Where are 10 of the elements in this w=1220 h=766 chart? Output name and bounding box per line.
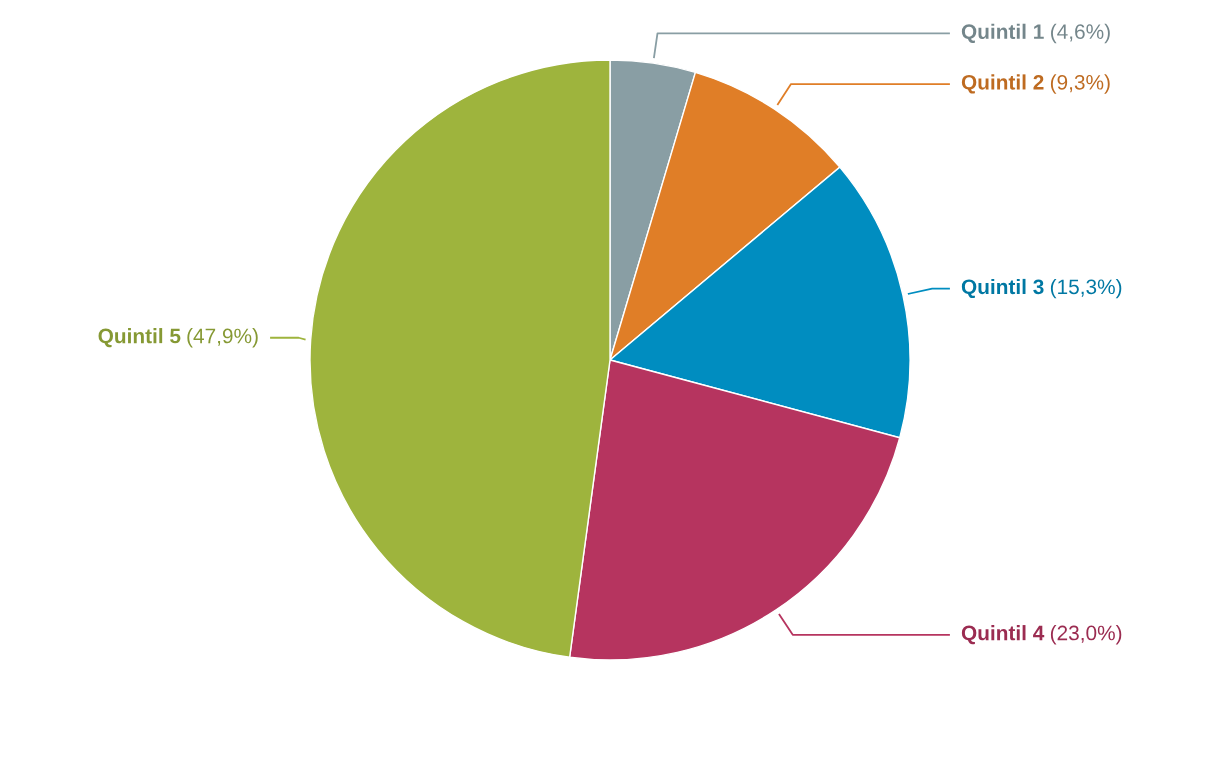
slice-label: Quintil 3 <box>961 278 1044 299</box>
data-label: (47,9%) <box>187 328 258 348</box>
data-label: (15,3%) <box>1050 278 1122 299</box>
data-label: (9,3%) <box>1050 74 1110 94</box>
slice-label: Quintil 4 <box>961 625 1045 645</box>
data-label: (23,0%) <box>1050 625 1122 645</box>
data-label: (4,6%) <box>1051 23 1110 44</box>
slice-label: Quintil 2 <box>961 74 1044 94</box>
slice-label: Quintil 1 <box>961 23 1044 43</box>
slice-label: Quintil 5 <box>98 328 181 348</box>
